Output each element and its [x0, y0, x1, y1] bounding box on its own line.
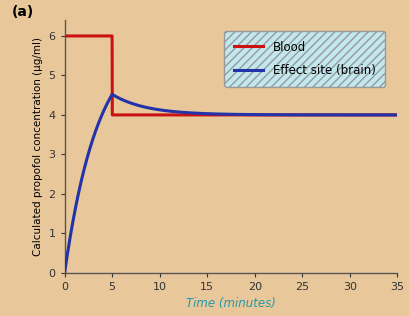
Blood	[352, 113, 357, 117]
Effect site (brain)	[204, 112, 209, 116]
Y-axis label: Calculated propofol concentration (µg/ml): Calculated propofol concentration (µg/ml…	[33, 37, 43, 256]
Line: Blood: Blood	[65, 36, 396, 115]
Legend: Blood, Effect site (brain): Blood, Effect site (brain)	[224, 31, 384, 87]
Effect site (brain)	[352, 113, 357, 117]
Blood	[100, 34, 105, 38]
Blood	[62, 34, 67, 38]
Effect site (brain)	[394, 113, 399, 117]
Effect site (brain)	[120, 98, 125, 102]
Text: (a): (a)	[11, 5, 34, 19]
Line: Effect site (brain): Effect site (brain)	[65, 94, 396, 273]
Effect site (brain)	[110, 93, 115, 96]
Blood	[204, 113, 209, 117]
Blood	[388, 113, 393, 117]
Effect site (brain)	[189, 111, 194, 115]
Effect site (brain)	[62, 271, 67, 275]
Effect site (brain)	[100, 112, 105, 115]
Blood	[110, 113, 115, 117]
Effect site (brain)	[388, 113, 393, 117]
Blood	[120, 113, 125, 117]
Blood	[189, 113, 194, 117]
X-axis label: Time (minutes): Time (minutes)	[186, 297, 275, 310]
Blood	[394, 113, 399, 117]
